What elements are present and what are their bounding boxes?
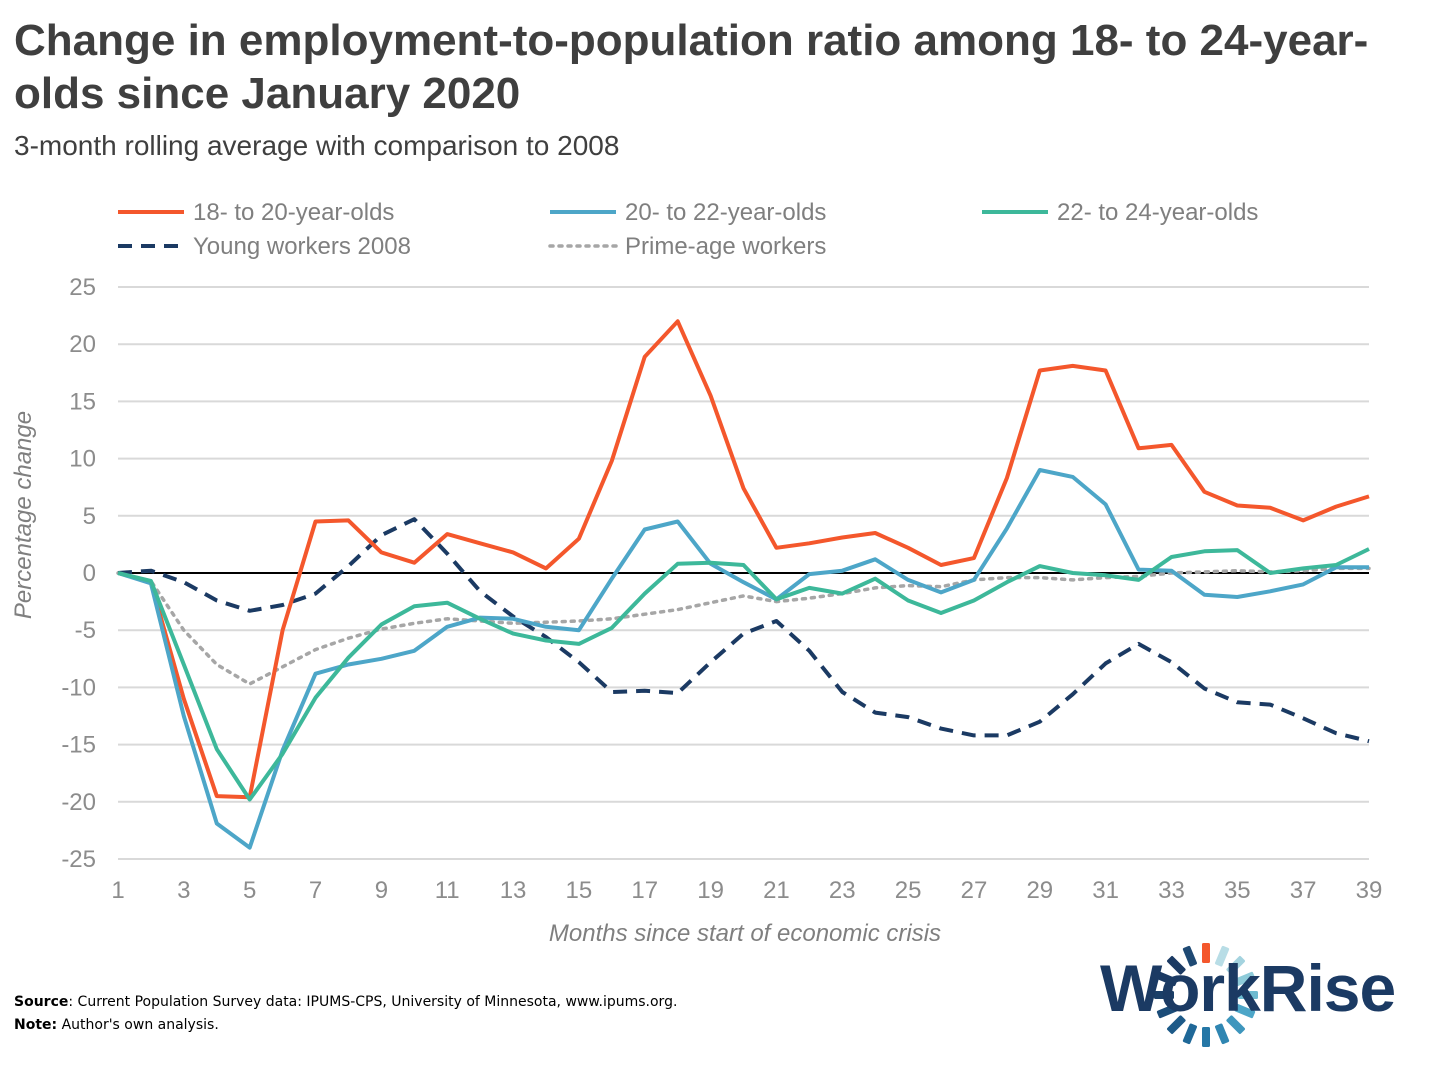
x-tick-label: 31 (1092, 877, 1119, 904)
x-tick-label: 1 (111, 877, 124, 904)
logo-segment (1167, 1015, 1186, 1034)
legend-label: Prime-age workers (625, 233, 826, 260)
workrise-logo-text: WorkRise (1100, 951, 1396, 1025)
legend-label: 18- to 20-year-olds (193, 199, 394, 226)
gridlines (118, 286, 1369, 860)
logo-segment (1167, 956, 1186, 975)
logo-segment (1234, 971, 1256, 986)
x-tick-label: 35 (1224, 877, 1251, 904)
series-line-22-to-24-year-olds (117, 547, 1370, 802)
y-tick-label: -10 (61, 674, 96, 701)
logo-segment (1182, 945, 1197, 967)
y-axis-ticks: 25 20 15 10 5 0 -5 -10 -15 -20 -25 (61, 274, 96, 873)
x-tick-label: 21 (763, 877, 790, 904)
legend: 18- to 20-year-olds 20- to 22-year-olds 22… (118, 199, 1258, 260)
source-label: Source (14, 994, 69, 1010)
x-tick-label: 5 (243, 877, 256, 904)
x-tick-label: 7 (309, 877, 322, 904)
logo-segment (1154, 991, 1174, 999)
chart-title: Change in employment-to-population ratio… (14, 16, 1369, 118)
logo-segment (1215, 945, 1230, 967)
y-tick-label: 0 (83, 560, 96, 587)
y-tick-label: -15 (61, 732, 96, 759)
y-axis-title: Percentage change (10, 411, 37, 619)
logo-segment (1202, 1027, 1210, 1047)
x-axis-ticks: 1 3 5 7 9 11 13 15 17 19 21 23 25 27 29 31 33 35 37 39 (111, 877, 1382, 904)
workrise-logo-icon (1154, 943, 1258, 1047)
legend-label: Young workers 2008 (193, 233, 411, 260)
y-tick-label: 10 (69, 446, 96, 473)
logo-segment (1182, 1023, 1197, 1045)
series-line-20-to-22-year-olds (117, 468, 1369, 850)
x-tick-label: 29 (1026, 877, 1053, 904)
x-tick-label: 17 (631, 877, 658, 904)
note-text: Author's own analysis. (57, 1017, 219, 1033)
logo-segment (1215, 1023, 1230, 1045)
logo-segment (1226, 1015, 1245, 1034)
series-lines (116, 319, 1371, 850)
logo-segment (1226, 956, 1245, 975)
logo-segment (1238, 991, 1258, 999)
legend-label: 20- to 22-year-olds (625, 199, 826, 226)
source-text: : Current Population Survey data: IPUMS-… (68, 994, 678, 1010)
x-tick-label: 27 (961, 877, 988, 904)
chart-subtitle: 3-month rolling average with comparison … (14, 130, 620, 161)
note-label: Note: (14, 1017, 58, 1033)
logo-segment (1202, 943, 1210, 963)
logo-segment (1156, 971, 1178, 986)
x-axis-title: Months since start of economic crisis (549, 920, 941, 947)
legend-label: 22- to 24-year-olds (1057, 199, 1258, 226)
y-tick-label: -5 (75, 617, 96, 644)
series-line-young-workers-2008 (117, 517, 1370, 744)
source-note: Source: Current Population Survey data: … (14, 994, 677, 1010)
x-tick-label: 19 (697, 877, 724, 904)
y-tick-label: -25 (61, 846, 96, 873)
x-tick-label: 25 (895, 877, 922, 904)
x-tick-label: 3 (177, 877, 190, 904)
x-tick-label: 11 (435, 877, 460, 904)
logo-segment (1234, 1004, 1256, 1019)
series-line-18-to-20-year-olds (117, 319, 1370, 800)
x-tick-label: 37 (1290, 877, 1317, 904)
logo-segment (1156, 1004, 1178, 1019)
y-tick-label: 25 (69, 274, 96, 301)
x-tick-label: 9 (375, 877, 388, 904)
x-tick-label: 23 (829, 877, 856, 904)
x-tick-label: 39 (1356, 877, 1383, 904)
author-note: Note: Author's own analysis. (14, 1017, 219, 1033)
y-tick-label: 20 (69, 331, 96, 358)
x-tick-label: 15 (566, 877, 593, 904)
y-tick-label: 5 (83, 503, 96, 530)
x-tick-label: 13 (500, 877, 527, 904)
y-tick-label: -20 (61, 789, 96, 816)
series-line-prime-age-workers (116, 566, 1371, 686)
y-tick-label: 15 (69, 388, 96, 415)
x-tick-label: 33 (1158, 877, 1185, 904)
